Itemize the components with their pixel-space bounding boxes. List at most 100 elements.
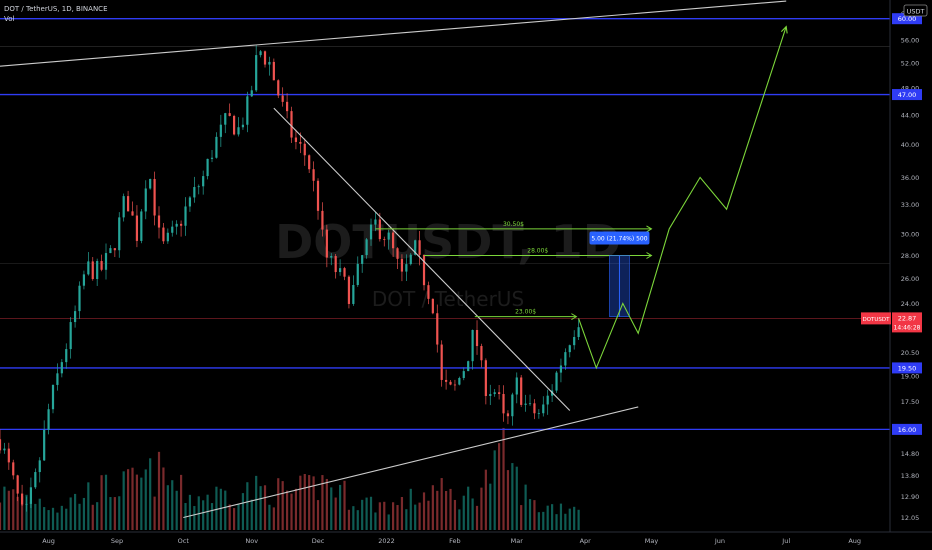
candle-body xyxy=(542,404,545,414)
candle-body xyxy=(246,96,249,125)
candle-body xyxy=(166,232,169,242)
candle-body xyxy=(374,219,377,225)
volume-bar xyxy=(493,450,496,530)
volume-bar xyxy=(343,480,346,530)
candle-body xyxy=(162,227,165,242)
volume-bar xyxy=(475,505,479,530)
volume-bar xyxy=(118,496,121,530)
volume-bar xyxy=(400,497,404,530)
volume-bar xyxy=(467,486,470,530)
volume-bar xyxy=(144,469,147,530)
price-tick-label: 24.00 xyxy=(901,300,920,308)
candle-body xyxy=(118,217,121,251)
currency-badge: USDT xyxy=(903,4,928,17)
volume-bar xyxy=(440,478,443,530)
price-tick-label: 13.80 xyxy=(901,472,920,480)
candle-body xyxy=(215,136,218,158)
volume-bar xyxy=(268,504,271,530)
candle-body xyxy=(361,255,364,264)
countdown-label: 14:46:28 xyxy=(894,324,921,331)
candle-body xyxy=(224,113,227,125)
volume-bar xyxy=(303,474,306,530)
volume-bar xyxy=(414,504,417,530)
candle-body xyxy=(281,95,284,102)
candle-body xyxy=(414,240,417,255)
volume-bar xyxy=(232,508,236,530)
volume-bar xyxy=(436,490,439,530)
candle-body xyxy=(493,392,496,395)
volume-bar xyxy=(409,488,412,530)
volume-bar xyxy=(210,503,214,530)
candle-body xyxy=(228,113,231,116)
measure-label-box xyxy=(589,231,650,245)
time-tick-label: Nov xyxy=(245,537,258,545)
volume-bar xyxy=(47,510,50,530)
descending-resistance-line xyxy=(273,107,571,411)
candle-body xyxy=(467,361,470,372)
volume-bar xyxy=(285,490,289,530)
candle-body xyxy=(197,186,200,188)
volume-bar xyxy=(82,497,86,530)
candle-body xyxy=(250,90,253,97)
candle-body xyxy=(237,127,240,135)
candle-body xyxy=(480,346,483,361)
time-tick-label: May xyxy=(645,537,659,545)
volume-bar xyxy=(506,470,510,530)
candle-body xyxy=(498,392,501,394)
candle-body xyxy=(396,248,399,259)
volume-bar xyxy=(498,443,501,530)
volume-bar xyxy=(330,487,333,530)
candle-body xyxy=(241,124,245,128)
volume-bar xyxy=(166,485,169,530)
candle-body xyxy=(520,377,523,405)
volume-label[interactable]: Vol xyxy=(4,15,15,23)
volume-bar xyxy=(241,493,245,530)
symbol-badge xyxy=(861,312,891,325)
candle-body xyxy=(3,448,6,451)
candle-body xyxy=(471,329,474,362)
volume-bar xyxy=(206,494,209,530)
volume-bar xyxy=(546,505,549,530)
target-arrowhead xyxy=(571,313,578,321)
volume-bar xyxy=(520,505,523,530)
price-tick-label: 30.00 xyxy=(901,231,920,239)
candle-body xyxy=(418,240,421,255)
symbol-title[interactable]: DOT / TetherUS, 1D, BINANCE xyxy=(4,5,108,13)
candle-body xyxy=(431,298,434,314)
candle-body xyxy=(87,261,90,275)
volume-bar xyxy=(365,497,368,530)
current-price-label: 22.87 xyxy=(898,314,917,322)
candle-body xyxy=(537,413,540,415)
target-arrowhead xyxy=(646,252,653,259)
candle-body xyxy=(334,256,337,273)
volume-bar xyxy=(259,486,262,530)
volume-bar xyxy=(237,503,240,530)
volume-bar xyxy=(0,502,2,530)
candle-body xyxy=(43,429,46,461)
candle-body xyxy=(409,254,412,265)
volume-bar xyxy=(149,458,152,530)
candle-body xyxy=(96,261,99,280)
candle-body xyxy=(506,413,510,417)
candle-body xyxy=(179,223,183,226)
candle-body xyxy=(303,143,306,156)
volume-bar xyxy=(255,475,258,530)
time-tick-label: 2022 xyxy=(378,537,395,545)
candle-body xyxy=(436,313,439,345)
volume-bar xyxy=(537,512,540,530)
target-label: 28.00$ xyxy=(527,248,548,255)
candle-body xyxy=(29,487,33,504)
axis-badges: 60.00 47.00 19.50 16.00 DOTUSDT 22.87 14:46:28 xyxy=(861,13,922,435)
candle-body xyxy=(25,503,28,505)
time-axis[interactable]: Aug Sep Oct Nov Dec 2022 Feb Mar Apr May Jun Jul Aug xyxy=(0,531,932,545)
volume-bar xyxy=(369,496,373,530)
candle-body xyxy=(60,362,63,374)
volume-bar xyxy=(104,474,108,530)
candle-body xyxy=(383,239,386,240)
volume-bar xyxy=(219,488,222,530)
candles xyxy=(0,44,580,512)
volume-bar xyxy=(378,502,381,530)
volume-bar xyxy=(462,495,465,530)
